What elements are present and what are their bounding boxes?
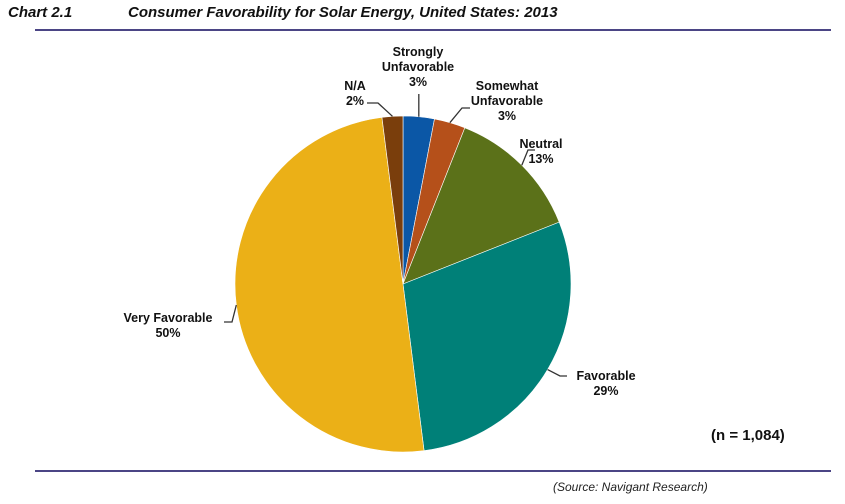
slice-name-label: Somewhat bbox=[476, 79, 539, 93]
slice-value-label: 29% bbox=[593, 384, 618, 398]
leader-line bbox=[521, 149, 535, 166]
leader-line bbox=[547, 368, 567, 377]
sample-size: (n = 1,084) bbox=[711, 427, 785, 444]
pie-slice-very-favorable bbox=[235, 116, 425, 453]
leader-line bbox=[449, 107, 470, 124]
slice-value-label: 13% bbox=[528, 152, 553, 166]
slice-value-label: 3% bbox=[498, 109, 516, 123]
slice-label: Very Favorable 50% bbox=[124, 311, 213, 340]
leader-line bbox=[367, 102, 393, 117]
pie-slice-favorable bbox=[402, 221, 572, 452]
slice-name-label: Unfavorable bbox=[471, 94, 543, 108]
slice-name-label: Unfavorable bbox=[382, 60, 454, 74]
footer-rule bbox=[35, 470, 831, 472]
slice-label: Strongly Unfavorable 3% bbox=[382, 45, 454, 89]
slice-value-label: 50% bbox=[155, 326, 180, 340]
chart-number: Chart 2.1 bbox=[8, 4, 73, 21]
pie-slice-n-a bbox=[381, 115, 404, 285]
slice-label: Somewhat Unfavorable 3% bbox=[471, 79, 543, 123]
pie-slice-neutral bbox=[402, 127, 560, 285]
chart-title: Consumer Favorability for Solar Energy, … bbox=[128, 4, 558, 21]
slice-label: Favorable 29% bbox=[576, 369, 635, 398]
slice-name-label: Favorable bbox=[576, 369, 635, 383]
slice-label: N/A 2% bbox=[344, 79, 366, 108]
leader-line bbox=[224, 304, 237, 323]
slice-name-label: Neutral bbox=[519, 137, 562, 151]
slice-name-label: Strongly bbox=[393, 45, 444, 59]
slice-value-label: 3% bbox=[409, 75, 427, 89]
slice-name-label: Very Favorable bbox=[124, 311, 213, 325]
source-note: (Source: Navigant Research) bbox=[553, 480, 708, 494]
header-rule bbox=[35, 29, 831, 31]
slice-value-label: 2% bbox=[346, 94, 364, 108]
slice-label: Neutral 13% bbox=[519, 137, 562, 166]
slice-name-label: N/A bbox=[344, 79, 366, 93]
